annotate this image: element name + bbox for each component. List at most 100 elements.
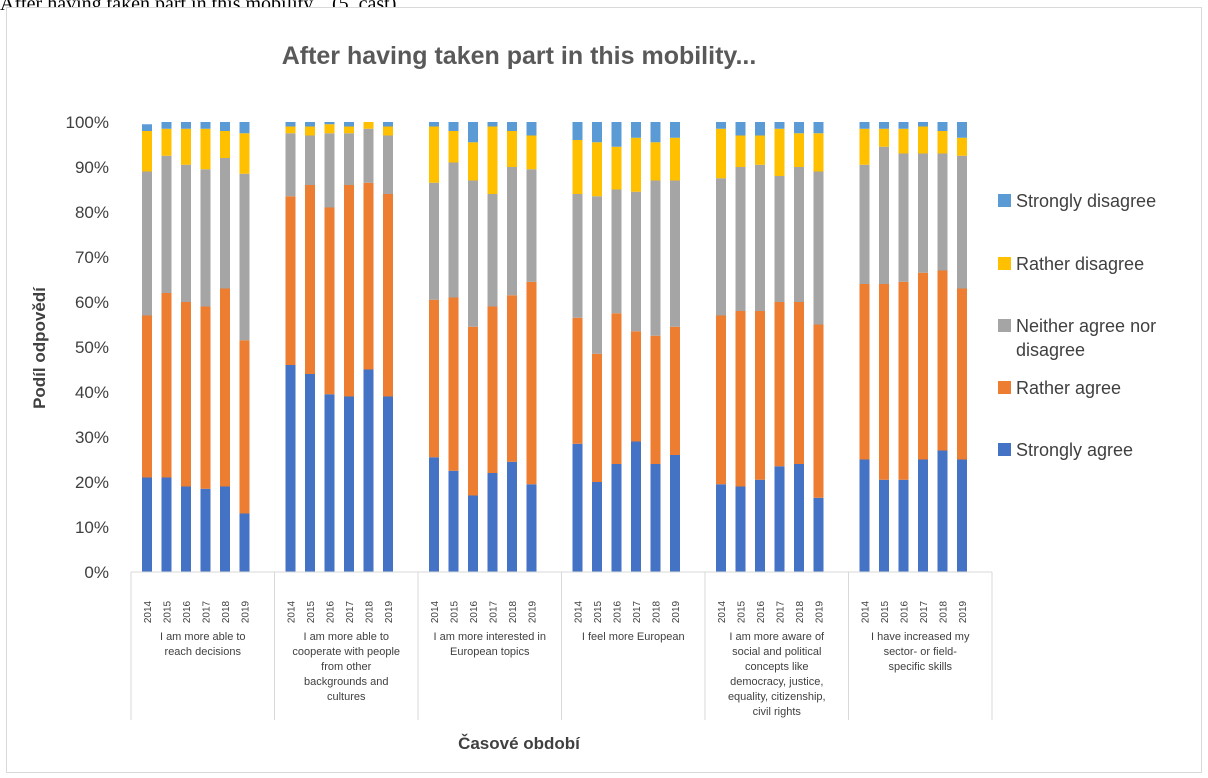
- bar-segment: [755, 135, 765, 165]
- group-label: European topics: [450, 646, 530, 658]
- x-tick-label: 2019: [528, 600, 539, 623]
- bar-segment: [526, 484, 537, 572]
- bar-segment: [774, 122, 785, 129]
- legend-label: Strongly agree: [1016, 440, 1133, 460]
- bar-segment: [200, 306, 211, 489]
- bar-segment: [448, 297, 459, 471]
- bar-segment: [794, 302, 804, 464]
- bar-segment: [631, 331, 641, 442]
- bar-segment: [755, 164, 765, 311]
- bar-segment: [448, 470, 459, 572]
- bar-segment: [774, 176, 785, 302]
- bar-segment: [468, 326, 478, 496]
- y-tick-label: 90%: [75, 158, 109, 177]
- bar-segment: [957, 288, 967, 460]
- bar-segment: [670, 326, 680, 455]
- group-label: I am more able to: [160, 631, 246, 643]
- bar-segment: [631, 137, 641, 192]
- bar-segment: [507, 122, 517, 131]
- bar-segment: [383, 122, 393, 127]
- bar-segment: [859, 122, 870, 129]
- bar-segment: [572, 194, 583, 318]
- group-label: I am more aware of: [729, 631, 825, 643]
- y-tick-label: 60%: [75, 293, 109, 312]
- group-label: I am more able to: [303, 631, 389, 643]
- chart-frame: After having taken part in this mobility…: [6, 7, 1202, 773]
- legend-label: Rather agree: [1016, 378, 1121, 398]
- bar-segment: [220, 158, 230, 289]
- bar-segment: [324, 124, 335, 134]
- x-tick-label: 2017: [345, 600, 356, 623]
- x-tick-label: 2019: [671, 600, 682, 623]
- x-tick-label: 2018: [939, 600, 950, 623]
- bar-segment: [716, 128, 726, 179]
- bar-segment: [239, 513, 250, 572]
- bar-segment: [937, 153, 948, 271]
- x-tick-label: 2015: [163, 600, 174, 623]
- group-label: civil rights: [753, 706, 802, 718]
- bar-segment: [755, 122, 765, 136]
- bar-segment: [429, 299, 439, 458]
- bar-segment: [937, 450, 948, 572]
- group-label: cooperate with people: [292, 646, 400, 658]
- group-label: I feel more European: [582, 631, 685, 643]
- bar-segment: [774, 302, 785, 467]
- bar-segment: [898, 128, 909, 154]
- bar-segment: [142, 171, 152, 316]
- bar-segment: [755, 311, 765, 480]
- bar-segment: [957, 122, 967, 138]
- group-label: backgrounds and: [304, 676, 388, 688]
- bar-segment: [239, 133, 250, 174]
- bar-segment: [794, 122, 804, 134]
- bar-segment: [592, 122, 602, 143]
- group-label: I have increased my: [871, 631, 970, 643]
- y-tick-label: 30%: [75, 428, 109, 447]
- bar-segment: [363, 122, 374, 129]
- group-label: social and political: [732, 646, 821, 658]
- bar-segment: [670, 180, 680, 327]
- bar-segment: [181, 164, 191, 302]
- legend-label: Rather disagree: [1016, 254, 1144, 274]
- x-tick-label: 2014: [717, 600, 728, 623]
- bar-segment: [429, 122, 439, 127]
- bar-segment: [957, 155, 967, 289]
- bar-segment: [200, 169, 211, 307]
- bar-segment: [285, 133, 296, 197]
- bar-segment: [487, 126, 498, 194]
- bar-segment: [468, 142, 478, 181]
- bar-segment: [526, 281, 537, 485]
- x-tick-label: 2015: [593, 600, 604, 623]
- x-tick-label: 2015: [737, 600, 748, 623]
- bar-segment: [305, 135, 315, 185]
- y-tick-label: 50%: [75, 338, 109, 357]
- bar-segment: [735, 122, 746, 136]
- x-tick-label: 2017: [632, 600, 643, 623]
- bar-segment: [526, 169, 537, 282]
- bar-segment: [918, 272, 928, 460]
- bar-segment: [200, 122, 211, 129]
- bar-segment: [507, 167, 517, 296]
- x-tick-label: 2014: [287, 600, 298, 623]
- bar-segment: [755, 479, 765, 572]
- bar-segment: [181, 302, 191, 487]
- x-tick-label: 2016: [900, 600, 911, 623]
- x-tick-label: 2015: [306, 600, 317, 623]
- x-tick-label: 2019: [241, 600, 252, 623]
- bar-segment: [898, 122, 909, 129]
- x-tick-label: 2018: [365, 600, 376, 623]
- group-label: sector- or field-: [884, 646, 958, 658]
- bar-segment: [592, 142, 602, 197]
- bar-segment: [918, 126, 928, 154]
- bar-segment: [859, 128, 870, 165]
- y-tick-label: 0%: [84, 563, 109, 582]
- bar-segment: [429, 126, 439, 183]
- bar-segment: [448, 122, 459, 131]
- bar-segment: [716, 484, 726, 572]
- bar-segment: [344, 133, 354, 185]
- bar-segment: [383, 396, 393, 572]
- x-tick-label: 2018: [652, 600, 663, 623]
- bar-segment: [363, 369, 374, 572]
- x-tick-label: 2019: [384, 600, 395, 623]
- bar-segment: [220, 288, 230, 487]
- y-axis-label: Podíl odpovědí: [30, 286, 49, 409]
